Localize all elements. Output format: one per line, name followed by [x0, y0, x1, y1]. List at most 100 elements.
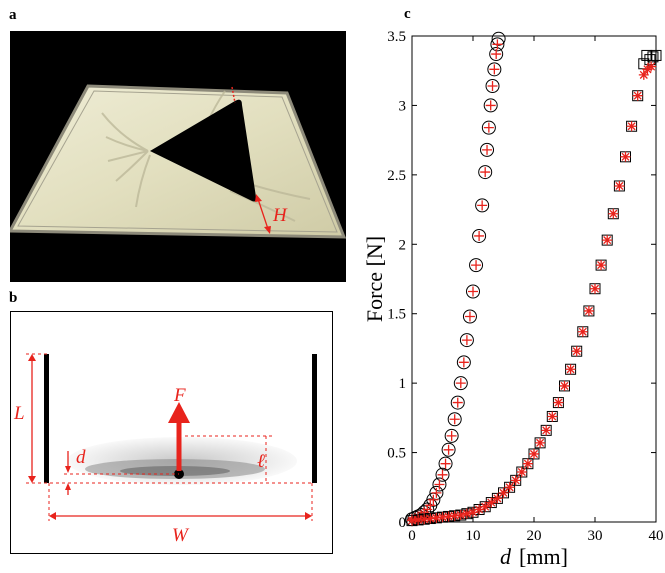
data-point-asterisk [529, 448, 539, 459]
data-point-plus [464, 311, 475, 322]
data-point-circle [441, 442, 456, 457]
data-point-circle [438, 456, 453, 471]
data-point-asterisk [590, 283, 600, 294]
panel-letter-a: a [9, 7, 17, 23]
data-point-circle [491, 31, 506, 46]
W-arrowhead-right [305, 512, 312, 520]
x-tick-label: 30 [588, 528, 603, 544]
data-point-plus [489, 64, 500, 75]
data-point-plus [443, 444, 454, 455]
data-point-circle [481, 120, 496, 135]
left-clamp [44, 354, 49, 483]
y-tick-label: 2 [399, 237, 407, 253]
x-tick-label: 20 [527, 528, 542, 544]
data-point-asterisk [620, 151, 631, 162]
data-point-plus [480, 167, 491, 178]
x-axis-label-unit: [mm] [519, 544, 568, 569]
data-point-asterisk [425, 513, 436, 524]
y-axis: 0 0.5 1 1.5 2 2.5 3 3.5 [387, 29, 656, 531]
d-arrowhead [65, 466, 71, 473]
data-point-asterisk [646, 61, 657, 72]
y-tick-label: 0 [399, 515, 407, 531]
data-point-asterisk [541, 425, 552, 436]
force-displacement-chart: 0 0.5 1 1.5 2 2.5 3 3.5 0 10 20 30 40 Force [N] d [m… [362, 29, 664, 569]
data-point-asterisk [437, 512, 448, 523]
data-point-plus [483, 122, 494, 133]
data-point-plus [446, 430, 457, 441]
x-tick-label: 0 [408, 528, 416, 544]
data-point-plus [461, 335, 472, 346]
series-asterisk [407, 61, 657, 526]
data-point-asterisk [504, 482, 515, 493]
data-point-asterisk [632, 90, 643, 101]
data-point-plus [458, 357, 469, 368]
data-point-circle [478, 165, 493, 180]
data-point-plus [482, 144, 493, 155]
crack-mark [231, 86, 236, 104]
label-ell: ℓ [257, 451, 265, 472]
data-point-asterisk [510, 475, 521, 486]
data-point-plus [468, 286, 478, 297]
data-point-asterisk [535, 437, 546, 448]
data-point-asterisk [431, 512, 442, 523]
data-point-circle [435, 467, 450, 482]
data-point-asterisk [443, 511, 454, 522]
y-tick-label: 3.5 [387, 29, 406, 45]
data-point-asterisk [608, 208, 619, 219]
H-arrowhead-top [255, 194, 262, 202]
data-point-plus [449, 414, 460, 425]
d-lower-arrowhead [65, 483, 71, 490]
data-point-circle [456, 355, 471, 370]
data-point-asterisk [559, 380, 570, 391]
x-tick-label: 40 [649, 528, 664, 544]
y-axis-label: Force [N] [362, 236, 387, 322]
right-clamp [312, 354, 317, 483]
label-F: F [173, 385, 186, 406]
data-point-circle [462, 309, 477, 324]
y-tick-label: 2.5 [387, 168, 406, 184]
L-arrowhead-top [28, 354, 36, 361]
data-point-circle [480, 142, 495, 157]
data-point-plus [474, 230, 485, 241]
data-point-asterisk [596, 260, 607, 271]
data-point-asterisk [516, 467, 527, 478]
data-point-asterisk [577, 326, 588, 337]
reference-lines [26, 353, 313, 521]
data-point-asterisk [638, 69, 649, 80]
data-point-circle [432, 477, 447, 492]
data-point-asterisk [480, 501, 491, 512]
data-point-plus [437, 469, 448, 480]
data-point-asterisk [565, 364, 576, 375]
data-point-circle [469, 258, 484, 273]
data-point-square [644, 54, 656, 66]
data-point-plus [431, 487, 442, 498]
label-H: H [272, 205, 288, 226]
data-point-plus [452, 397, 463, 408]
label-L: L [13, 403, 25, 424]
data-point-asterisk [553, 397, 564, 408]
data-point-asterisk [583, 305, 594, 316]
H-arrow [257, 198, 269, 230]
L-arrowhead-bottom [28, 476, 36, 483]
data-point-circle [450, 395, 465, 410]
data-point-plus [477, 200, 488, 211]
photo-panel: H [10, 31, 346, 282]
data-point-circle [483, 98, 498, 113]
data-point-asterisk [522, 458, 533, 469]
data-point-plus [455, 378, 466, 389]
data-point-circle [489, 47, 504, 62]
data-point-square [650, 49, 662, 61]
y-tick-label: 0.5 [387, 446, 406, 462]
data-point-circle [447, 412, 462, 427]
data-point-asterisk [492, 493, 503, 504]
data-point-circle [466, 284, 480, 299]
data-point-plus [491, 49, 502, 60]
triangular-cut [150, 99, 257, 202]
data-point-plus [440, 458, 451, 469]
label-W: W [172, 525, 190, 546]
data-point-circle [475, 198, 490, 213]
panel-letter-c: c [404, 6, 411, 22]
sheet-frame [17, 90, 338, 233]
data-point-asterisk [455, 510, 466, 521]
data-point-asterisk [547, 411, 558, 422]
